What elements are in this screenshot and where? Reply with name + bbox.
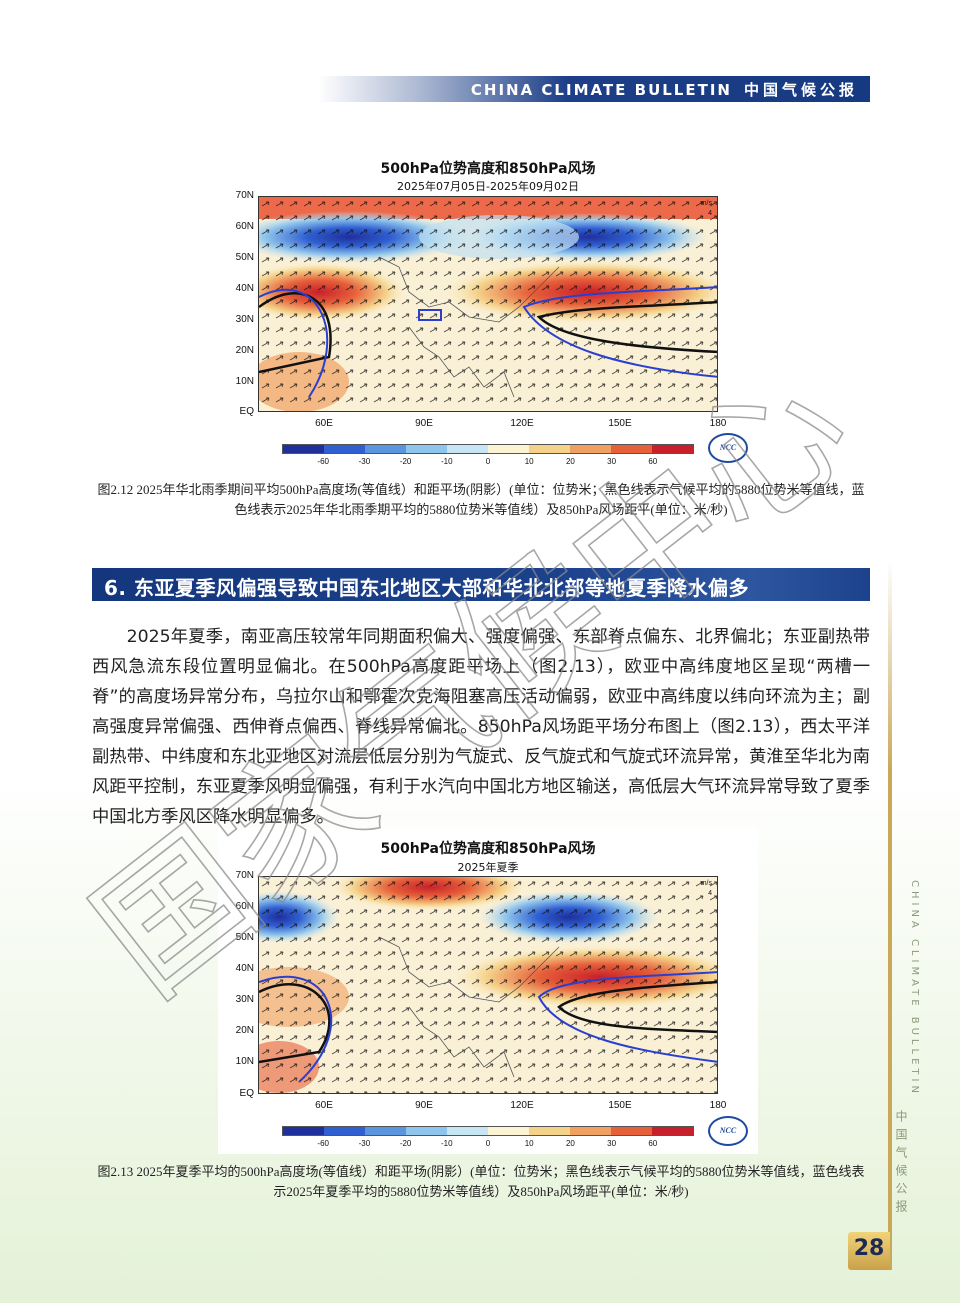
colorbar-tick-label: 20 xyxy=(565,1139,575,1148)
x-tick: 150E xyxy=(608,418,632,429)
x-tick: 60E xyxy=(315,1100,333,1111)
colorbar-segment xyxy=(570,445,611,453)
colorbar-segment xyxy=(283,445,324,453)
section-heading-bar: 6. 东亚夏季风偏强导致中国东北地区大部和华北北部等地夏季降水偏多 xyxy=(92,568,870,601)
y-tick: 30N xyxy=(235,314,254,325)
header-title-en: CHINA CLIMATE BULLETIN xyxy=(470,81,732,99)
y-tick: 20N xyxy=(235,1025,254,1036)
y-tick: EQ xyxy=(239,1088,254,1099)
figure-2-13: 500hPa位势高度和850hPa风场 2025年夏季 xyxy=(218,828,758,1154)
colorbar xyxy=(282,1126,694,1136)
colorbar-segment xyxy=(365,1127,406,1135)
anomaly-map xyxy=(259,877,717,1093)
y-tick: 10N xyxy=(235,1056,254,1067)
colorbar-tick-label: 60 xyxy=(648,1139,658,1148)
y-tick: 70N xyxy=(235,870,254,881)
header-banner: CHINA CLIMATE BULLETIN 中国气候公报 xyxy=(318,76,870,102)
colorbar-tick-label: -20 xyxy=(399,457,412,466)
colorbar-segment xyxy=(324,445,365,453)
colorbar-segment xyxy=(611,1127,652,1135)
colorbar-tick-label: 10 xyxy=(524,1139,534,1148)
wind-ref: 4 xyxy=(708,890,712,897)
x-tick: 150E xyxy=(608,1100,632,1111)
colorbar-segment xyxy=(365,445,406,453)
colorbar-segment xyxy=(652,1127,693,1135)
colorbar-segment xyxy=(529,1127,570,1135)
y-tick: 30N xyxy=(235,994,254,1005)
colorbar-segment xyxy=(447,445,488,453)
y-tick: 60N xyxy=(235,901,254,912)
ncc-logo: NCC xyxy=(708,433,748,463)
figure-title: 500hPa位势高度和850hPa风场 xyxy=(380,841,596,857)
colorbar-tick-label: 0 xyxy=(485,1139,491,1148)
colorbar-segment xyxy=(447,1127,488,1135)
wind-unit: m/s xyxy=(700,200,712,207)
colorbar-segment xyxy=(570,1127,611,1135)
sidebar-title-cn: 中国气候公报 xyxy=(894,1110,908,1218)
colorbar-segment xyxy=(283,1127,324,1135)
colorbar-tick-label: -30 xyxy=(358,1139,371,1148)
x-tick: 120E xyxy=(510,418,534,429)
colorbar-segment xyxy=(488,445,529,453)
colorbar-segment xyxy=(406,1127,447,1135)
body-paragraph: 2025年夏季，南亚高压较常年同期面积偏大、强度偏强、东部脊点偏东、北界偏北；东… xyxy=(92,627,870,827)
map-panel xyxy=(258,876,718,1094)
y-tick: 40N xyxy=(235,283,254,294)
x-tick: 180 xyxy=(709,418,727,429)
sidebar-title-en: CHINA CLIMATE BULLETIN xyxy=(909,880,920,1097)
wind-ref: 4 xyxy=(708,210,712,217)
y-tick: 10N xyxy=(235,376,254,387)
x-tick: 90E xyxy=(415,418,433,429)
figure-2-12: 500hPa位势高度和850hPa风场 2025年07月05日-2025年09月… xyxy=(218,148,758,468)
figure-title: 500hPa位势高度和850hPa风场 xyxy=(380,161,596,177)
sidebar-gold-line xyxy=(888,560,892,1270)
colorbar-tick-label: 30 xyxy=(607,457,617,466)
x-tick: 120E xyxy=(510,1100,534,1111)
y-tick: 70N xyxy=(235,190,254,201)
colorbar-tick-label: -10 xyxy=(441,1139,453,1148)
header-title-cn: 中国气候公报 xyxy=(743,81,858,99)
colorbar xyxy=(282,444,694,454)
y-tick: EQ xyxy=(239,406,254,417)
figure-2-13-caption: 图2.13 2025年夏季平均的500hPa高度场(等值线）和距平场(阴影）(单… xyxy=(97,1164,865,1199)
colorbar-segment xyxy=(406,445,447,453)
colorbar-segment xyxy=(611,445,652,453)
colorbar-tick-label: -60 xyxy=(317,1139,329,1148)
wind-unit: m/s xyxy=(700,880,712,887)
y-tick: 20N xyxy=(235,345,254,356)
colorbar-segment xyxy=(324,1127,365,1135)
colorbar-tick-label: -60 xyxy=(317,457,329,466)
colorbar-tick-label: 30 xyxy=(607,1139,617,1148)
colorbar-tick-label: -10 xyxy=(441,457,453,466)
figure-2-12-caption: 图2.12 2025年华北雨季期间平均500hPa高度场(等值线）和距平场(阴影… xyxy=(97,482,865,517)
x-tick: 180 xyxy=(709,1100,727,1111)
y-tick: 50N xyxy=(235,932,254,943)
header-title: CHINA CLIMATE BULLETIN 中国气候公报 xyxy=(471,79,858,100)
colorbar-segment xyxy=(652,445,693,453)
colorbar-segment xyxy=(488,1127,529,1135)
x-tick: 60E xyxy=(315,418,333,429)
colorbar-tick-label: 60 xyxy=(648,457,658,466)
colorbar-segment xyxy=(529,445,570,453)
colorbar-tick-label: -20 xyxy=(399,1139,412,1148)
colorbar-tick-label: 0 xyxy=(485,457,491,466)
colorbar-tick-label: -30 xyxy=(358,457,371,466)
colorbar-tick-label: 10 xyxy=(524,457,534,466)
page-number: 28 xyxy=(853,1236,885,1261)
figure-subtitle: 2025年夏季 xyxy=(457,861,519,874)
ncc-logo: NCC xyxy=(708,1116,748,1146)
y-tick: 60N xyxy=(235,221,254,232)
colorbar-tick-label: 20 xyxy=(565,457,575,466)
map-panel xyxy=(258,196,718,412)
y-tick: 50N xyxy=(235,252,254,263)
y-tick: 40N xyxy=(235,963,254,974)
figure-subtitle: 2025年07月05日-2025年09月02日 xyxy=(397,180,579,193)
page-number-badge: 28 xyxy=(848,1232,890,1270)
anomaly-map xyxy=(259,197,717,411)
x-tick: 90E xyxy=(415,1100,433,1111)
section-heading: 6. 东亚夏季风偏强导致中国东北地区大部和华北北部等地夏季降水偏多 xyxy=(104,576,749,600)
